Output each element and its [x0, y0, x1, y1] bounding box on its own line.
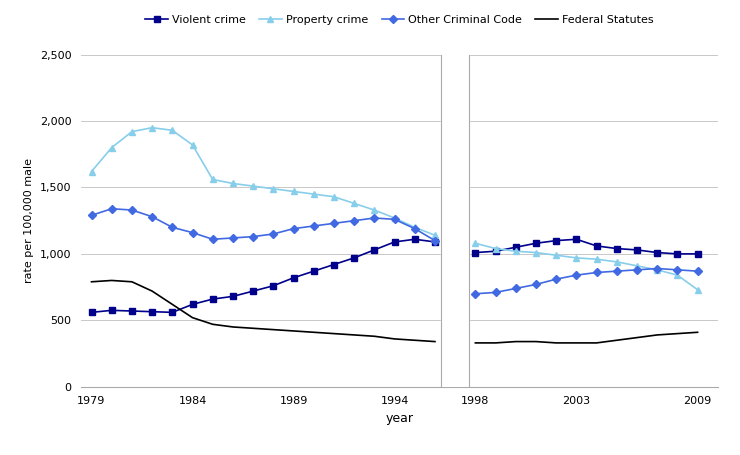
X-axis label: year: year	[386, 412, 414, 425]
Y-axis label: rate per 100,000 male: rate per 100,000 male	[24, 158, 35, 283]
Legend: Violent crime, Property crime, Other Criminal Code, Federal Statutes: Violent crime, Property crime, Other Cri…	[141, 10, 658, 29]
Bar	[441, 35, 469, 394]
